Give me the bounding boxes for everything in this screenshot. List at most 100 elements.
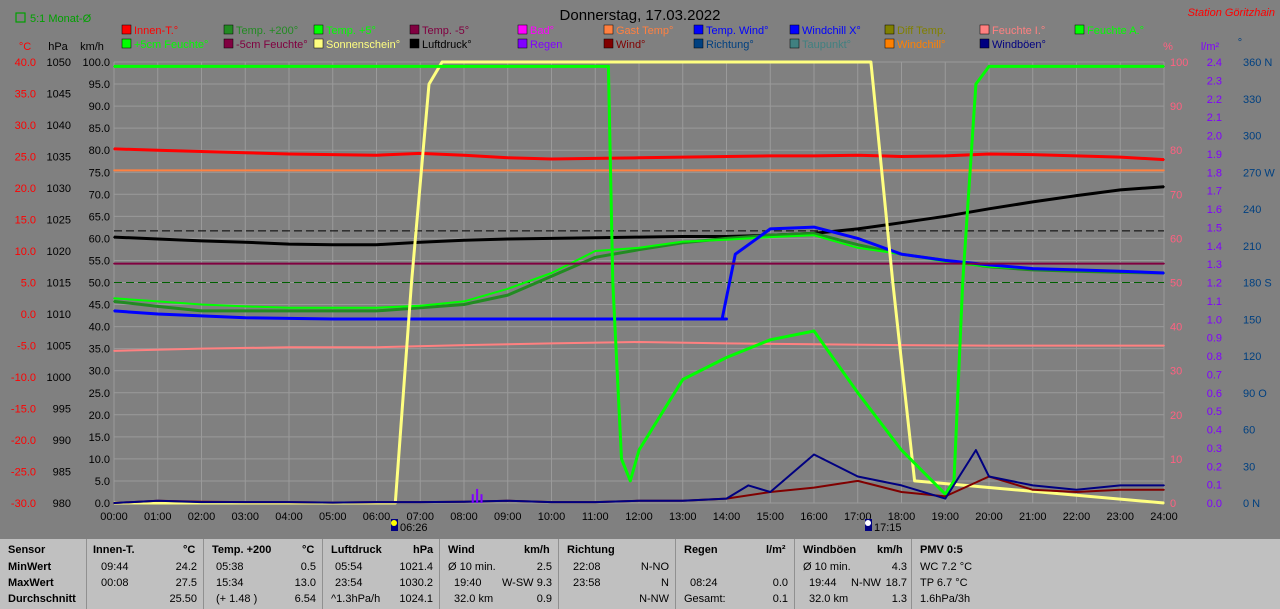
legend-label[interactable]: Taupunkt°	[802, 39, 851, 51]
series-point	[375, 306, 378, 309]
x-tick-label: 21:00	[1019, 511, 1047, 523]
legend-label[interactable]: Wind°	[616, 39, 645, 51]
legend-swatch[interactable]	[121, 38, 132, 49]
richtung-header: Richtung	[567, 544, 615, 556]
series-point	[1163, 502, 1165, 504]
pressure-tick-label: 1030	[47, 183, 71, 195]
legend-swatch[interactable]	[884, 38, 895, 49]
series-point	[944, 155, 947, 157]
temp-tick-label: 40.0	[15, 57, 36, 69]
legend-swatch[interactable]	[517, 24, 528, 35]
series-point	[200, 501, 203, 503]
luftdruck-avg-value: 1024.1	[399, 593, 433, 605]
direction-tick-label: 30	[1243, 461, 1255, 473]
series-point	[681, 499, 684, 502]
pressure-tick-label: 1040	[47, 120, 71, 132]
legend-swatch[interactable]	[121, 24, 132, 35]
series-point	[550, 318, 553, 320]
legend-label[interactable]: Regen	[530, 39, 562, 51]
legend-label[interactable]: Temp. +200°	[236, 25, 298, 37]
legend-label[interactable]: Innen-T.°	[134, 25, 178, 37]
legend-swatch[interactable]	[603, 38, 614, 49]
legend-label[interactable]: Gast Temp°	[616, 25, 673, 37]
series-point	[375, 154, 378, 157]
temp-tick-label: 30.0	[15, 120, 36, 132]
legend-swatch[interactable]	[693, 24, 704, 35]
x-tick-label: 15:00	[756, 511, 784, 523]
series-point	[681, 235, 684, 238]
legend-label[interactable]: Windböen°	[992, 39, 1046, 51]
legend-swatch[interactable]	[789, 38, 800, 49]
series-point	[988, 153, 990, 155]
series-point	[331, 306, 334, 309]
windboen-unit: km/h	[877, 544, 903, 556]
pmv-pressure-trend: 1.6hPa/3h	[920, 593, 971, 605]
pressure-tick-label: 1050	[47, 57, 71, 69]
legend-swatch[interactable]	[409, 24, 420, 35]
series-point	[944, 215, 947, 218]
innen-min-time: 09:44	[101, 561, 129, 573]
series-point	[944, 259, 947, 262]
legend-label[interactable]: Feuchte I.°	[992, 25, 1045, 37]
legend-swatch[interactable]	[603, 24, 614, 35]
monat-toggle-checkbox[interactable]	[15, 12, 26, 23]
legend-swatch[interactable]	[223, 24, 234, 35]
temp200-max-time: 15:34	[216, 577, 244, 589]
x-tick-label: 22:00	[1063, 511, 1091, 523]
monat-toggle-label[interactable]: 5:1 Monat-Ø	[30, 13, 92, 25]
legend-swatch[interactable]	[223, 38, 234, 49]
legend-label[interactable]: Feuchte A.°	[1087, 25, 1144, 37]
legend-swatch[interactable]	[693, 38, 704, 49]
legend-label[interactable]: -5cm Feuchte°	[236, 39, 308, 51]
legend-swatch[interactable]	[884, 24, 895, 35]
series-point	[725, 342, 728, 345]
series-point	[550, 501, 553, 503]
legend-swatch[interactable]	[789, 24, 800, 35]
legend-label[interactable]: Sonnenschein°	[326, 39, 400, 51]
legend-swatch[interactable]	[979, 38, 990, 49]
series-point	[113, 169, 115, 172]
rain-tick-label: 2.0	[1207, 131, 1222, 143]
legend-swatch[interactable]	[409, 38, 420, 49]
legend-swatch[interactable]	[979, 24, 990, 35]
legend-label[interactable]: Windchill X°	[802, 25, 861, 37]
weather-chart: 00:00 01:00 02:00 03:00 04:00 05:00 06:00 07:00…	[0, 0, 1280, 538]
windboen-r2-value: 18.7	[885, 577, 907, 589]
richtung-r1-time: 22:08	[573, 561, 601, 573]
pressure-tick-label: 1005	[47, 341, 71, 353]
wind-tick-label: 75.0	[89, 167, 110, 179]
temp-tick-label: -5.0	[17, 341, 36, 353]
series-point	[441, 61, 443, 63]
direction-tick-label: 360 N	[1243, 57, 1272, 69]
legend-swatch[interactable]	[313, 24, 324, 35]
legend-label[interactable]: Temp. +5°	[326, 25, 376, 37]
wind-tick-label: 85.0	[89, 123, 110, 135]
pressure-tick-label: 995	[53, 404, 71, 416]
series-point	[747, 484, 750, 487]
regen-r2-value: 0.0	[772, 577, 788, 589]
legend-label[interactable]: Windchill°	[897, 39, 945, 51]
series-point	[1031, 153, 1034, 156]
series-point	[1119, 189, 1122, 191]
innen-avg-value: 25.50	[169, 593, 197, 605]
series-point	[113, 148, 115, 150]
legend-swatch[interactable]	[313, 38, 324, 49]
legend-swatch[interactable]	[517, 38, 528, 49]
pressure-tick-label: 1000	[47, 372, 71, 384]
series-point	[856, 61, 859, 63]
luftdruck-avg-note: ^1.3hPa/h	[331, 593, 381, 605]
legend-label[interactable]: +5cm Feuchte°	[134, 39, 208, 51]
legend-label[interactable]: Luftdruck°	[422, 39, 472, 51]
series-point	[1031, 201, 1034, 203]
axis-unit-kmh: km/h	[80, 41, 104, 53]
series-point	[113, 350, 115, 352]
legend-swatch[interactable]	[1074, 24, 1085, 35]
series-point	[156, 313, 159, 315]
legend-label[interactable]: Temp. Wind°	[706, 25, 768, 37]
legend-label[interactable]: Temp. -5°	[422, 25, 469, 37]
series-point	[113, 310, 115, 312]
series-point	[200, 303, 203, 306]
legend-label[interactable]: Bad°	[530, 25, 554, 37]
legend-label[interactable]: Diff Temp.	[897, 25, 946, 37]
legend-label[interactable]: Richtung°	[706, 39, 754, 51]
